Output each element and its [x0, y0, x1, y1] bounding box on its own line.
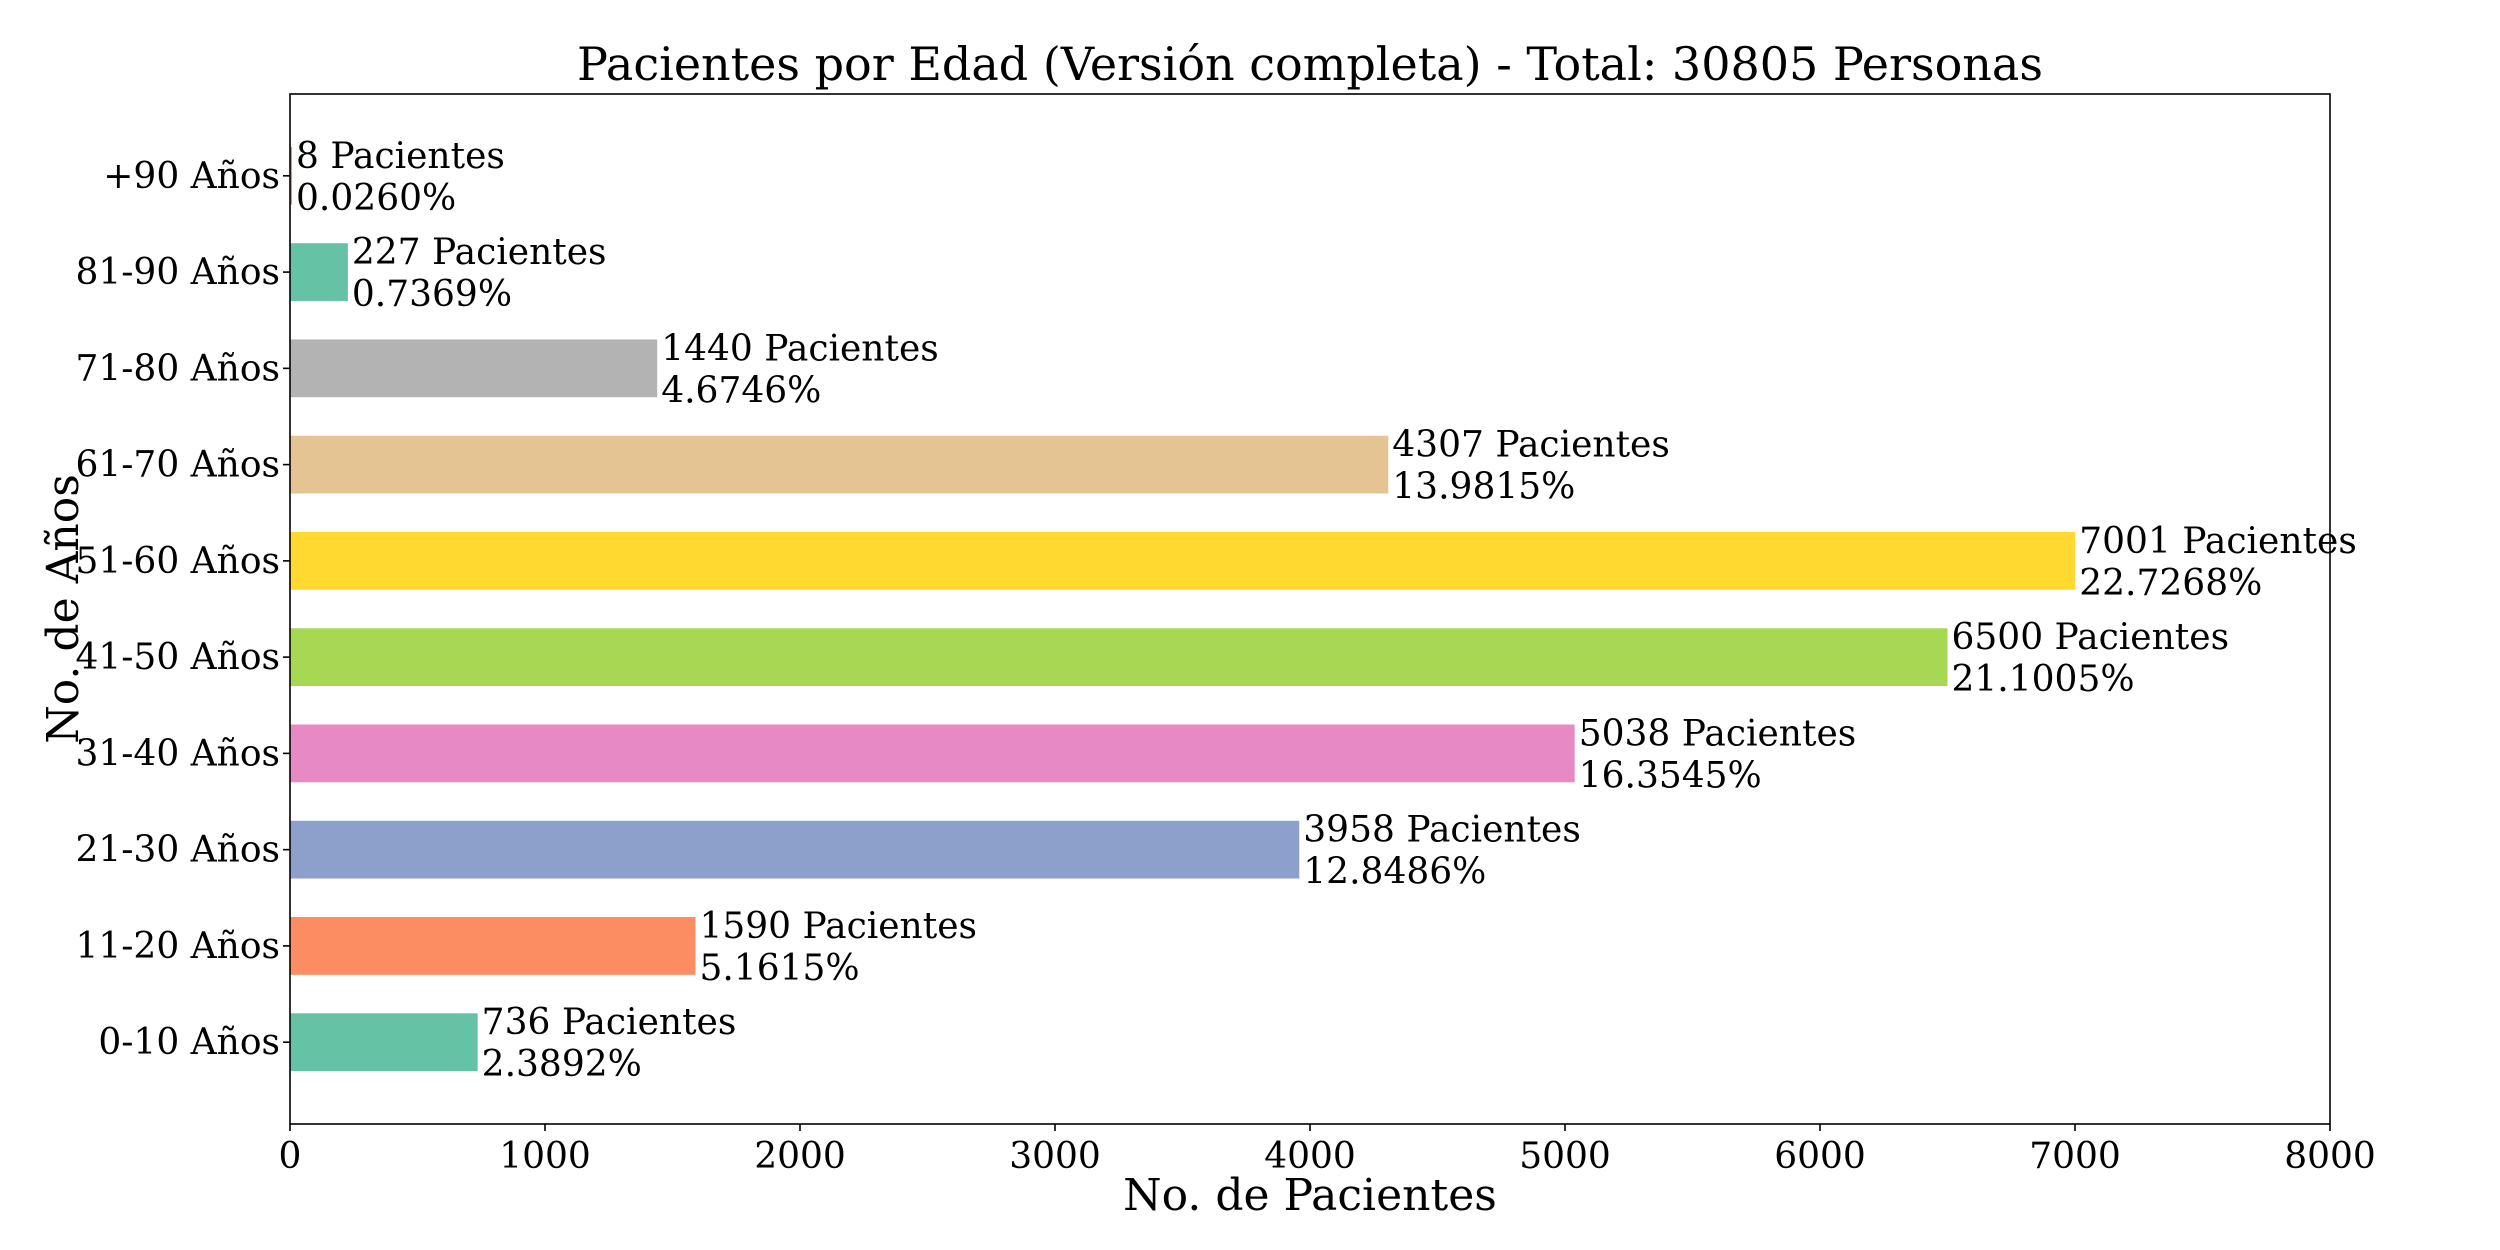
y-tick-label: 11-20 Años — [75, 926, 280, 967]
y-tick-label: +90 Años — [103, 156, 280, 197]
x-tick-label: 5000 — [1519, 1136, 1611, 1177]
y-axis-label: No. de Años — [38, 474, 89, 744]
data-label-count: 4307 Pacientes — [1392, 425, 1670, 466]
data-label-count: 8 Pacientes — [296, 136, 505, 177]
x-tick-label: 1000 — [499, 1136, 591, 1177]
data-label-percent: 5.1615% — [699, 948, 859, 989]
y-tick-label: 31-40 Años — [75, 733, 280, 774]
x-tick-label: 7000 — [2029, 1136, 2121, 1177]
bar-4 — [290, 724, 1575, 783]
data-label-count: 1590 Pacientes — [699, 906, 977, 947]
x-tick-label: 0 — [279, 1136, 302, 1177]
x-tick-label: 3000 — [1009, 1136, 1101, 1177]
data-label-count: 3958 Pacientes — [1303, 810, 1581, 851]
x-tick-label: 2000 — [754, 1136, 846, 1177]
bar-2 — [290, 917, 696, 975]
data-label-count: 5038 Pacientes — [1579, 713, 1857, 754]
y-tick-label: 21-30 Años — [75, 830, 280, 871]
data-label-percent: 12.8486% — [1303, 852, 1486, 893]
data-label-count: 1440 Pacientes — [661, 328, 939, 369]
data-label-percent: 2.3892% — [482, 1044, 642, 1085]
y-tick-label: 51-60 Años — [75, 541, 280, 582]
data-label-count: 736 Pacientes — [482, 1002, 737, 1043]
data-label-percent: 22.7268% — [2079, 563, 2262, 604]
x-tick-label: 8000 — [2284, 1136, 2376, 1177]
y-tick-label: 81-90 Años — [75, 252, 280, 293]
x-axis-label: No. de Pacientes — [1123, 1170, 1497, 1221]
plot-frame — [289, 93, 2331, 1125]
data-label-percent: 0.7369% — [352, 274, 512, 315]
data-label-percent: 4.6746% — [661, 370, 821, 411]
x-tick-label: 4000 — [1264, 1136, 1356, 1177]
bar-1 — [290, 1013, 478, 1072]
bar-5 — [290, 628, 1948, 687]
bar-7 — [290, 435, 1389, 494]
y-tick-label: 0-10 Años — [98, 1022, 280, 1063]
data-label-percent: 21.1005% — [1952, 659, 2135, 700]
y-tick-label: 71-80 Años — [75, 348, 280, 389]
data-label-percent: 16.3545% — [1579, 755, 1762, 796]
bar-3 — [290, 820, 1300, 879]
data-label-percent: 0.0260% — [296, 178, 456, 219]
data-label-count: 7001 Pacientes — [2079, 521, 2357, 562]
bar-9 — [290, 243, 348, 301]
y-tick-label: 61-70 Años — [75, 445, 280, 486]
bar-8 — [290, 339, 658, 398]
x-tick-label: 6000 — [1774, 1136, 1866, 1177]
bar-10 — [290, 146, 293, 205]
y-tick-label: 41-50 Años — [75, 637, 280, 678]
chart-title: Pacientes por Edad (Versión completa) - … — [577, 37, 2043, 91]
bar-6 — [290, 531, 2076, 590]
data-label-count: 6500 Pacientes — [1952, 617, 2230, 658]
data-label-percent: 13.9815% — [1392, 467, 1575, 508]
data-label-count: 227 Pacientes — [352, 232, 607, 273]
